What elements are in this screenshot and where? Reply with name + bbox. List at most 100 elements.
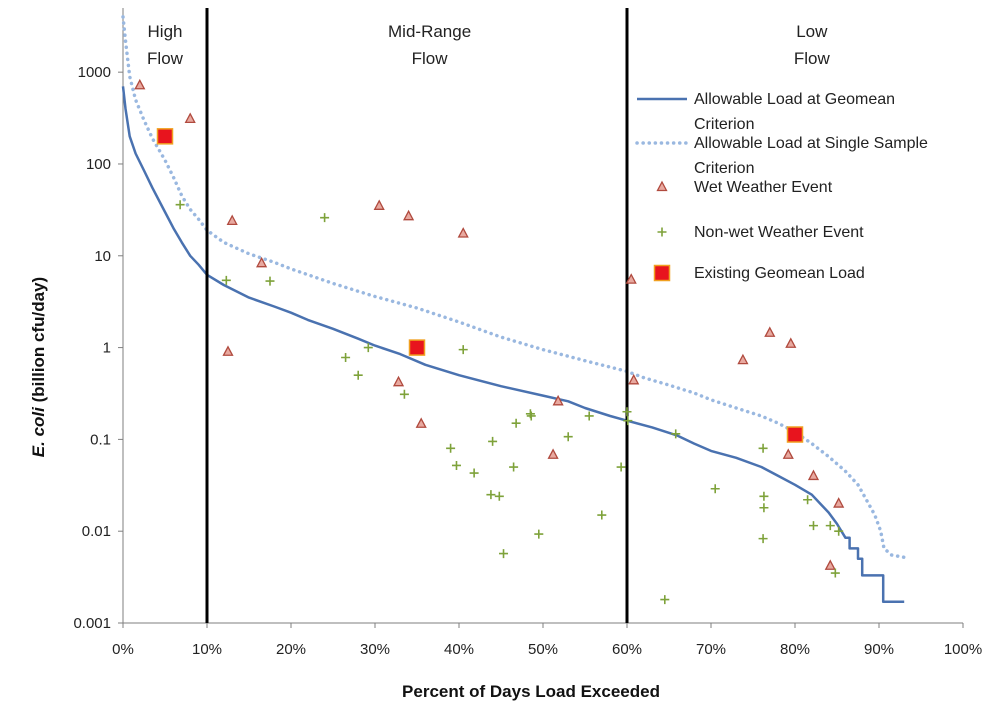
legend-label: Allowable Load at Single Sample — [694, 135, 928, 152]
existing-geomean-point — [156, 128, 174, 145]
nonwet-weather-point — [511, 418, 521, 428]
wet-weather-point — [415, 417, 427, 428]
nonwet-weather-point — [834, 526, 844, 536]
nonwet-weather-point — [584, 411, 594, 421]
geomean-criterion-line — [121, 86, 905, 604]
nonwet-weather-point — [803, 495, 813, 505]
wet-weather-point — [552, 394, 564, 406]
legend-label: Existing Geomean Load — [694, 265, 865, 282]
y-tick-label: 1000 — [78, 64, 111, 81]
nonwet-weather-point — [758, 534, 768, 544]
x-tick-label: 50% — [528, 641, 558, 658]
region-label-line2: Flow — [412, 49, 449, 68]
y-axis-title-italic: E. coli — [29, 406, 48, 457]
existing-geomean-point — [408, 339, 426, 356]
x-tick-label: 70% — [696, 641, 726, 658]
wet-weather-point — [737, 353, 749, 365]
wet-weather-point — [625, 273, 637, 284]
y-tick-label: 0.01 — [82, 523, 111, 540]
nonwet-weather-point — [671, 429, 681, 439]
nonwet-weather-point — [446, 443, 456, 453]
nonwet-weather-point — [458, 345, 468, 355]
legend-label: Non-wet Weather Event — [694, 224, 864, 241]
x-tick-label: 80% — [780, 641, 810, 658]
nonwet-weather-point — [320, 213, 330, 223]
wet-weather-point — [764, 326, 776, 337]
wet-weather-point — [457, 227, 469, 238]
nonwet-weather-point — [526, 411, 536, 421]
nonwet-weather-point — [451, 460, 461, 470]
y-axis-title: E. coli (billion cfu/day) — [29, 277, 48, 457]
legend: Allowable Load at Geomean Criterion Allowa… — [635, 91, 928, 282]
nonwet-weather-point — [660, 595, 670, 605]
wet-weather-point — [373, 199, 385, 210]
x-tick-label: 10% — [192, 641, 222, 658]
y-axis-title-rest: (billion cfu/day) — [29, 277, 48, 407]
x-axis-ticks: 0% 10% 20% 30% 40% 50% 60% 70% 80% 90% 100% — [112, 623, 982, 658]
wet-weather-point — [824, 559, 836, 570]
y-tick-label: 1 — [103, 340, 111, 357]
region-dividers — [205, 8, 629, 623]
nonwet-weather-point — [830, 568, 840, 578]
legend-wet-swatch — [656, 180, 668, 192]
nonwet-weather-point — [525, 409, 535, 419]
wet-weather-point — [392, 375, 405, 387]
nonwet-weather-point — [710, 484, 720, 494]
nonwet-weather-point — [341, 352, 351, 362]
nonwet-weather-point — [808, 521, 818, 531]
x-tick-label: 0% — [112, 641, 134, 658]
wet-weather-point — [833, 497, 845, 508]
x-tick-label: 60% — [612, 641, 642, 658]
nonwet-weather-point — [265, 276, 275, 286]
region-label-line2: Flow — [147, 49, 184, 68]
x-tick-label: 40% — [444, 641, 474, 658]
wet-weather-point — [785, 337, 797, 348]
wet-weather-point — [807, 469, 820, 481]
x-tick-label: 20% — [276, 641, 306, 658]
nonwet-weather-point — [469, 468, 479, 478]
wet-weather-point — [628, 373, 640, 385]
nonwet-weather-point — [363, 343, 373, 353]
wet-weather-point — [184, 112, 196, 124]
region-label-line1: Low — [796, 22, 828, 41]
nonwet-weather-point — [509, 462, 519, 472]
x-tick-label: 30% — [360, 641, 390, 658]
legend-nonwet-swatch — [657, 227, 667, 237]
y-tick-label: 0.001 — [73, 615, 111, 632]
curves — [121, 15, 906, 604]
wet-weather-point — [134, 78, 146, 90]
nonwet-weather-point — [353, 370, 363, 380]
nonwet-weather-point — [486, 490, 496, 500]
region-label-line1: Mid-Range — [388, 22, 471, 41]
region-labels: High Flow Mid-Range Flow Low Flow — [147, 22, 830, 68]
nonwet-weather-point — [221, 275, 231, 285]
y-tick-label: 10 — [94, 248, 111, 265]
y-tick-label: 100 — [86, 156, 111, 173]
nonwet-weather-point — [616, 462, 626, 472]
x-tick-label: 90% — [864, 641, 894, 658]
nonwet-weather-point — [759, 491, 769, 501]
wet-weather-point — [782, 448, 794, 459]
wet-weather-point — [226, 214, 238, 226]
nonwet-weather-point — [622, 407, 632, 417]
nonwet-weather-point — [597, 510, 607, 520]
nonwet-weather-point — [499, 549, 509, 559]
legend-label: Wet Weather Event — [694, 179, 833, 196]
nonwet-weather-point — [488, 436, 498, 446]
wet-weather-point — [403, 209, 415, 221]
wet-weather-point — [256, 256, 268, 268]
wet-weather-point — [547, 448, 559, 459]
legend-label: Allowable Load at Geomean — [694, 91, 895, 108]
wet-weather-point — [222, 345, 234, 356]
y-tick-label: 0.1 — [90, 431, 111, 448]
nonwet-weather-point — [494, 491, 504, 501]
legend-label-line2: Criterion — [694, 116, 754, 133]
nonwet-weather-point — [175, 200, 185, 210]
existing-geomean-point — [786, 426, 804, 443]
nonwet-weather-point — [399, 389, 409, 399]
x-tick-label: 100% — [944, 641, 982, 658]
region-label-line2: Flow — [794, 49, 831, 68]
y-axis-ticks: 0.001 0.01 0.1 1 10 100 1000 — [73, 64, 123, 632]
nonwet-weather-point — [563, 432, 573, 442]
legend-label-line2: Criterion — [694, 160, 754, 177]
